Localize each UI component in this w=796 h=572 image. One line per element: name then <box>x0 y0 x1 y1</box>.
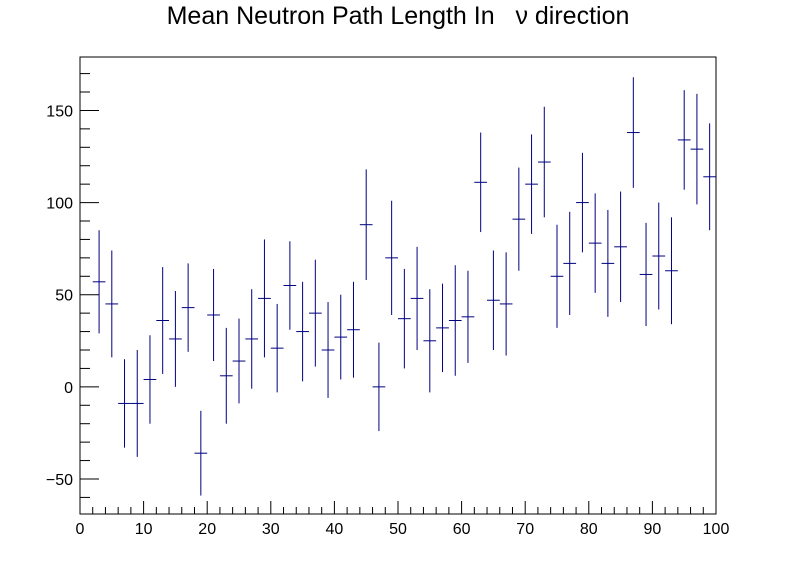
data-point <box>410 246 424 350</box>
data-point <box>614 191 627 303</box>
data-point <box>258 239 271 358</box>
y-tick-label: 100 <box>46 196 73 213</box>
data-point <box>219 327 233 424</box>
x-tick-label: 100 <box>703 521 730 538</box>
data-point <box>156 267 170 374</box>
data-series <box>92 77 716 496</box>
data-point <box>588 193 602 293</box>
y-tick-label: −50 <box>46 472 73 489</box>
data-point <box>703 123 716 231</box>
data-point <box>423 289 437 393</box>
x-tick-label: 0 <box>76 521 85 538</box>
chart-title: Mean Neutron Path Length In ν direction <box>166 2 630 30</box>
data-point <box>398 268 411 369</box>
data-point <box>169 291 182 387</box>
data-point <box>232 318 246 404</box>
data-point <box>525 134 538 234</box>
data-point <box>461 270 475 363</box>
data-point <box>512 167 526 271</box>
data-point <box>626 77 640 188</box>
data-point <box>639 222 653 327</box>
x-axis: 0 10 20 30 40 50 60 70 80 90 100 <box>76 501 730 538</box>
data-point <box>677 90 691 190</box>
data-point <box>690 93 704 205</box>
data-point <box>118 359 131 448</box>
x-tick-label: 50 <box>389 521 407 538</box>
x-tick-label: 90 <box>644 521 662 538</box>
x-tick-label: 20 <box>198 521 216 538</box>
data-point <box>270 303 284 393</box>
data-point <box>130 349 144 457</box>
data-point <box>474 132 488 233</box>
data-point <box>385 200 398 315</box>
data-point <box>601 209 615 317</box>
data-point <box>283 241 297 330</box>
data-point <box>308 259 322 367</box>
data-point <box>448 265 462 376</box>
data-point <box>499 252 513 356</box>
data-point <box>372 342 386 432</box>
data-point <box>550 224 564 328</box>
data-point <box>576 152 589 253</box>
data-point <box>347 281 360 378</box>
x-tick-label: 30 <box>262 521 280 538</box>
y-tick-label: 150 <box>46 103 73 120</box>
x-tick-label: 80 <box>580 521 598 538</box>
data-point <box>563 211 577 315</box>
data-point <box>321 302 335 398</box>
data-point <box>334 294 348 380</box>
data-point <box>181 263 195 352</box>
data-point <box>194 410 208 496</box>
data-point <box>359 169 373 280</box>
data-point <box>207 268 220 362</box>
x-tick-label: 10 <box>135 521 153 538</box>
data-point <box>487 250 500 350</box>
y-axis: −50 0 50 100 150 <box>46 73 99 498</box>
x-tick-label: 70 <box>516 521 534 538</box>
y-tick-label: 50 <box>55 288 73 305</box>
data-point <box>665 217 678 325</box>
data-point <box>245 289 259 389</box>
data-point <box>652 202 666 310</box>
y-tick-label: 0 <box>64 380 73 397</box>
data-point <box>92 230 106 334</box>
data-point <box>143 335 157 424</box>
data-point <box>296 281 309 382</box>
x-tick-label: 40 <box>326 521 344 538</box>
data-point <box>537 106 551 218</box>
data-point <box>105 250 119 358</box>
x-tick-label: 60 <box>453 521 471 538</box>
data-point <box>436 283 449 373</box>
